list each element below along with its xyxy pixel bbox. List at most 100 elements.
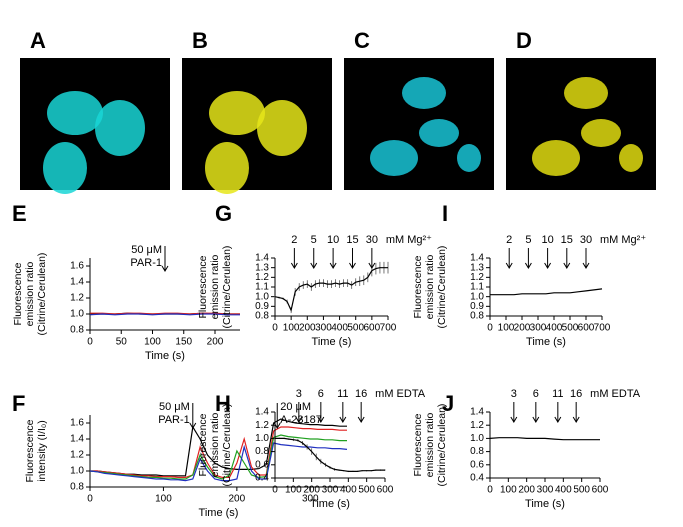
x-tick-label: 100 [500,485,517,496]
panel-letter: D [516,28,532,53]
x-tick-label: 200 [207,337,224,348]
x-axis-label: Time (s) [199,507,239,519]
arrow-head [544,262,552,269]
x-tick-label: 500 [573,485,590,496]
data-line [90,312,240,315]
x-axis-label: Time (s) [525,498,565,510]
arrow-head [524,262,532,269]
cell [419,119,459,147]
annotation-text: 10 [541,234,553,246]
y-axis-label: emission ratio [209,412,221,477]
x-tick-label: 500 [562,323,579,334]
x-tick-label: 200 [303,485,320,496]
annotation-text: 20 μM [280,401,311,413]
annotation-text: 3 [511,388,517,400]
y-tick-label: 1.1 [470,282,484,293]
annotation-text: 10 [327,234,339,246]
annotation-text: 11 [552,388,563,400]
x-tick-label: 300 [302,494,319,505]
x-tick-label: 200 [518,485,535,496]
y-axis-label: Fluorescence [24,419,36,482]
x-tick-label: 500 [358,485,375,496]
y-tick-label: 1.4 [470,253,484,264]
cell [370,140,418,176]
arrow-head [572,416,580,423]
panel-letter: G [215,201,232,226]
y-tick-label: 1.4 [70,277,84,288]
annotation-unit: mM Mg²⁺ [600,234,646,246]
cell [581,119,621,147]
x-tick-label: 400 [555,485,572,496]
arrow-head [368,262,376,269]
x-axis-label: Time (s) [526,336,566,348]
x-tick-label: 0 [487,323,493,334]
cell [402,77,446,109]
annotation-text: PAR-1 [130,257,162,269]
x-tick-label: 400 [340,485,357,496]
x-tick-label: 600 [578,323,595,334]
y-tick-label: 1.0 [70,466,84,477]
cell [47,91,103,135]
data-line [489,437,600,441]
arrow-head [339,416,347,423]
annotation-text: PAR-1 [158,414,190,426]
x-tick-label: 400 [331,323,348,334]
y-axis-label: emission ratio [24,261,36,326]
x-tick-label: 150 [175,337,192,348]
panel-letter: I [442,201,448,226]
x-axis-label: Time (s) [312,336,352,348]
data-line [490,288,603,296]
arrow-head [290,262,298,269]
y-tick-label: 1.0 [70,309,84,320]
annotation-text: 3 [296,388,302,400]
x-tick-label: 100 [498,323,515,334]
cell [457,144,481,172]
arrow-head [329,262,337,269]
arrow-head [563,262,571,269]
x-tick-label: 0 [272,485,278,496]
y-axis-label: (Citrine/Cerulean) [221,246,233,329]
x-tick-label: 700 [594,323,611,334]
y-tick-label: 1.6 [70,418,84,429]
arrow-head [505,262,513,269]
annotation-text: 6 [318,388,324,400]
panel-letter: A [30,28,46,53]
arrow-head [349,262,356,269]
x-tick-label: 0 [87,494,93,505]
y-axis-label: intensity (I/I₀) [36,420,48,482]
cell [619,144,643,172]
y-tick-label: 0.4 [255,473,269,484]
annotation-text: 16 [355,388,367,400]
data-line [275,437,385,472]
y-tick-label: 0.8 [255,311,269,322]
annotation-text: 5 [525,234,531,246]
panel-letter: C [354,28,370,53]
x-tick-label: 300 [315,323,332,334]
cell [43,142,87,194]
y-axis-label: (Citrine/Cerulean) [221,404,233,487]
y-tick-label: 1.2 [70,450,84,461]
y-tick-label: 1.0 [255,433,269,444]
arrow-head [554,416,562,423]
y-tick-label: 1.0 [255,291,269,302]
y-tick-label: 1.3 [255,262,269,273]
y-tick-label: 1.4 [255,407,269,418]
arrow-head [161,265,169,272]
y-axis-label: (Citrine/Cerulean) [436,246,448,329]
annotation-text: 50 μM [159,401,190,413]
arrow-head [295,416,303,423]
arrow-head [510,416,518,423]
annotation-text: 15 [561,234,573,246]
y-tick-label: 0.9 [470,301,484,312]
data-line [89,434,347,480]
y-axis-label: emission ratio [209,254,221,319]
x-tick-label: 200 [514,323,531,334]
x-tick-label: 600 [592,485,609,496]
y-tick-label: 0.4 [470,473,484,484]
y-axis-label: Fluorescence [12,262,24,325]
x-tick-label: 200 [299,323,316,334]
y-axis-label: Fluorescence [197,413,209,476]
annotation-text: 2 [291,234,297,246]
arrow-head [317,416,325,423]
